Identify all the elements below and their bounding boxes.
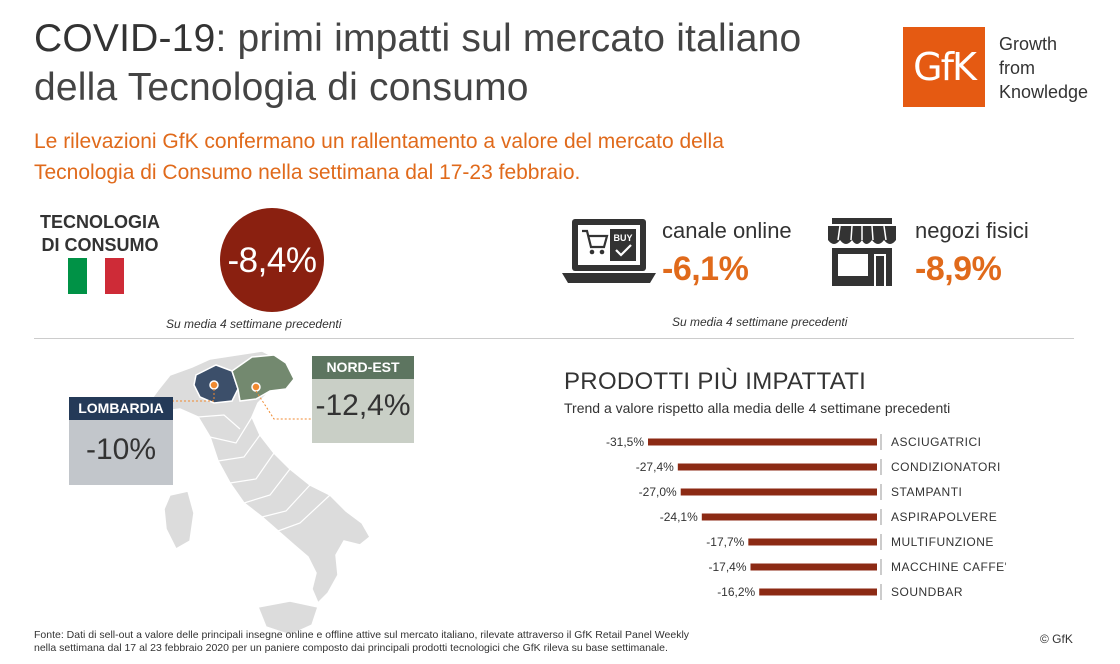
subtitle-line-2: Tecnologia di Consumo nella settimana da… <box>34 161 581 184</box>
bar-value-label: -27,0% <box>639 485 677 499</box>
bar-stampanti <box>680 488 877 496</box>
total-value-circle: -8,4% <box>220 208 324 312</box>
title-covid: COVID-19 <box>34 17 216 60</box>
gfk-logo-text: GfK <box>913 45 977 89</box>
nordest-leader <box>255 390 312 420</box>
sardinia <box>163 490 195 551</box>
bar-multifunzione <box>748 538 877 546</box>
tagline: Growth from Knowledge <box>999 32 1088 104</box>
title-line-2: della Tecnologia di consumo <box>34 66 529 109</box>
section-divider <box>34 338 1074 339</box>
lombardia-value: -10% <box>85 433 157 466</box>
category-label: CONDIZIONATORI <box>891 460 1001 474</box>
page-title: COVID-19: primi impatti sul mercato ital… <box>34 14 801 112</box>
lombardia-marker <box>209 380 219 390</box>
products-title: PRODOTTI PIÙ IMPATTATI <box>564 368 867 395</box>
category-label: ASCIUGATRICI <box>891 435 981 449</box>
subtitle: Le rilevazioni GfK confermano un rallent… <box>34 126 834 188</box>
lombardia-leader <box>140 389 215 402</box>
total-market-label: TECNOLOGIA DI CONSUMO <box>36 211 164 257</box>
total-label-line-1: TECNOLOGIA <box>40 212 160 232</box>
title-rest: : primi impatti sul mercato italiano <box>215 17 802 60</box>
category-label: SOUNDBAR <box>891 585 963 599</box>
nordest-region <box>231 354 295 402</box>
nordest-label: NORD-EST <box>312 356 414 379</box>
lombardia-label: LOMBARDIA <box>69 397 173 420</box>
category-label: MACCHINE CAFFE' <box>891 560 1006 574</box>
italy-flag-icon <box>68 258 125 294</box>
gfk-logo: GfK <box>903 27 985 107</box>
category-label: STAMPANTI <box>891 485 962 499</box>
tagline-line-1: Growth <box>999 34 1058 54</box>
flag-white-stripe <box>86 258 106 294</box>
bar-value-label: -17,7% <box>706 535 744 549</box>
tagline-line-3: Knowledge <box>999 82 1089 102</box>
bar-value-label: -27,4% <box>636 460 674 474</box>
storefront-icon <box>828 218 896 286</box>
channels-note: Su media 4 settimane precedenti <box>672 315 848 329</box>
bar-soundbar <box>759 588 877 596</box>
total-note: Su media 4 settimane precedenti <box>166 317 342 331</box>
copyright: © GfK <box>1040 632 1073 646</box>
bar-value-label: -16,2% <box>717 585 755 599</box>
bar-asciugatrici <box>648 438 877 446</box>
buy-icon-text: BUY <box>613 233 632 243</box>
nordest-value: -12,4% <box>315 389 411 422</box>
online-channel-value: -6,1% <box>662 250 749 288</box>
laptop-shopping-cart-icon: BUY <box>562 219 656 283</box>
flag-red-stripe <box>105 258 125 294</box>
region-borders <box>197 414 331 532</box>
category-label: MULTIFUNZIONE <box>891 535 994 549</box>
bar-aspirapolvere <box>701 513 877 521</box>
source-line-2: nella settimana dal 17 al 23 febbraio 20… <box>34 642 668 654</box>
category-label: ASPIRAPOLVERE <box>891 510 997 524</box>
online-channel-label: canale online <box>662 218 792 243</box>
subtitle-line-1: Le rilevazioni GfK confermano un rallent… <box>34 130 724 153</box>
physical-store-label: negozi fisici <box>915 218 1029 243</box>
total-label-line-2: DI CONSUMO <box>41 235 159 255</box>
nordest-marker <box>251 382 261 392</box>
source-line-1: Fonte: Dati di sell-out a valore delle p… <box>34 629 690 641</box>
flag-green-stripe <box>68 258 87 294</box>
bar-macchine-caffe <box>750 563 877 571</box>
total-value: -8,4% <box>227 241 317 280</box>
products-bar-chart: -31,5% ASCIUGATRICI -27,4% CONDIZIONATORI -2… <box>606 434 1006 600</box>
bar-value-label: -17,4% <box>708 560 746 574</box>
tagline-line-2: from <box>999 58 1035 78</box>
bar-value-label: -31,5% <box>606 435 644 449</box>
bar-condizionatori <box>677 463 877 471</box>
source-note: Fonte: Dati di sell-out a valore delle p… <box>34 629 689 655</box>
physical-store-value: -8,9% <box>915 250 1002 288</box>
bar-value-label: -24,1% <box>660 510 698 524</box>
italy-map <box>140 350 371 636</box>
products-subtitle: Trend a valore rispetto alla media delle… <box>564 400 951 416</box>
sicily <box>256 600 319 636</box>
